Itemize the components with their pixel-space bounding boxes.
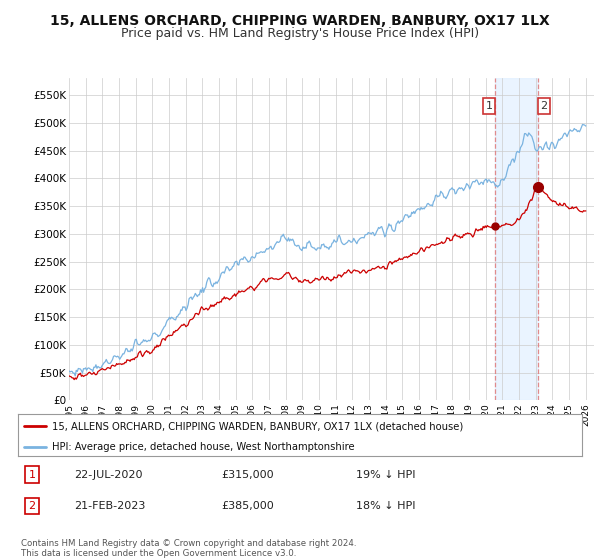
Bar [495, 78, 538, 400]
Text: £385,000: £385,000 [221, 501, 274, 511]
Text: 1: 1 [485, 101, 493, 111]
Text: 15, ALLENS ORCHARD, CHIPPING WARDEN, BANBURY, OX17 1LX (detached house): 15, ALLENS ORCHARD, CHIPPING WARDEN, BAN… [52, 421, 463, 431]
Text: 21-FEB-2023: 21-FEB-2023 [74, 501, 146, 511]
Text: 15, ALLENS ORCHARD, CHIPPING WARDEN, BANBURY, OX17 1LX: 15, ALLENS ORCHARD, CHIPPING WARDEN, BAN… [50, 14, 550, 28]
Text: HPI: Average price, detached house, West Northamptonshire: HPI: Average price, detached house, West… [52, 442, 355, 452]
Text: Contains HM Land Registry data © Crown copyright and database right 2024.
This d: Contains HM Land Registry data © Crown c… [21, 539, 356, 558]
Text: 18% ↓ HPI: 18% ↓ HPI [356, 501, 416, 511]
Text: 22-JUL-2020: 22-JUL-2020 [74, 470, 143, 479]
Text: £315,000: £315,000 [221, 470, 274, 479]
Text: Price paid vs. HM Land Registry's House Price Index (HPI): Price paid vs. HM Land Registry's House … [121, 27, 479, 40]
Text: 2: 2 [29, 501, 35, 511]
Text: 2: 2 [541, 101, 547, 111]
Text: 1: 1 [29, 470, 35, 479]
Text: 19% ↓ HPI: 19% ↓ HPI [356, 470, 416, 479]
